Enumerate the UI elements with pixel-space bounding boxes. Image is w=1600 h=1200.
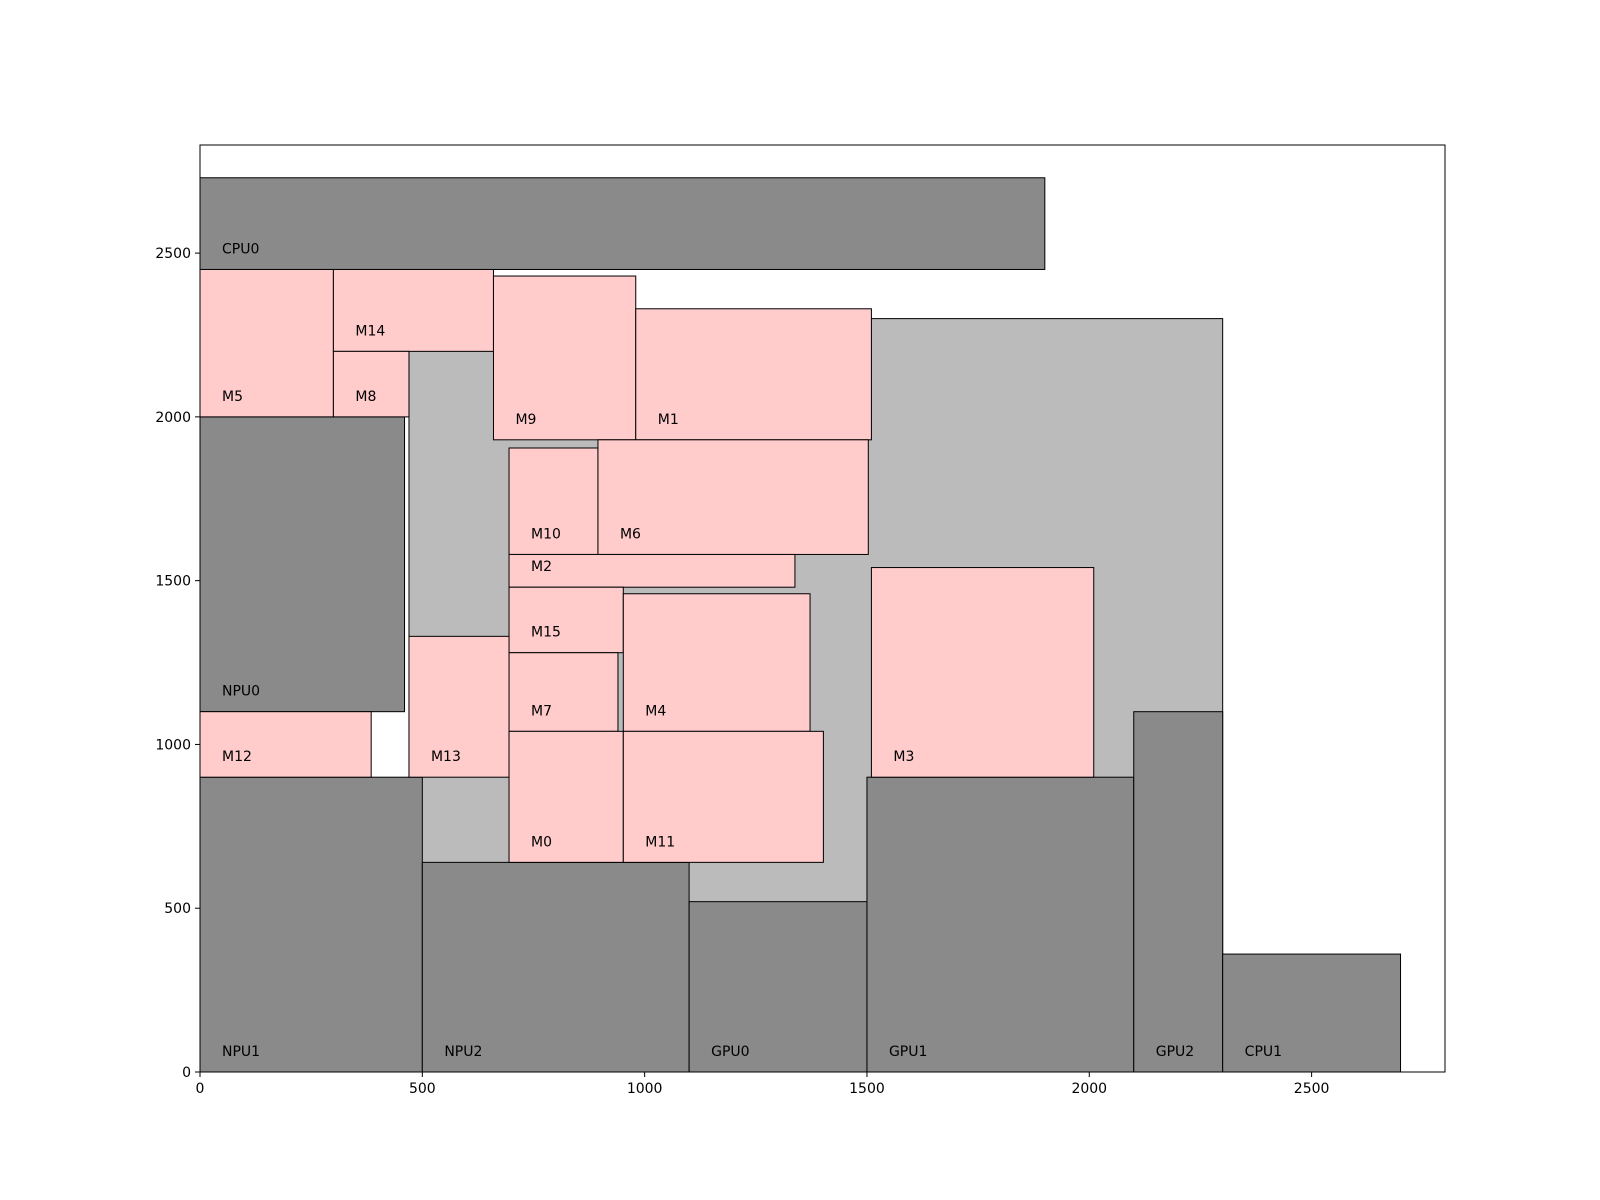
memory-block-m7 — [508, 652, 619, 732]
memory-block-m6 — [597, 439, 869, 555]
processor-layer — [199, 177, 1402, 1073]
block-label-m0: M0 — [531, 834, 552, 850]
block-label-gpu2: GPU2 — [1156, 1044, 1194, 1060]
memory-block-m10 — [508, 447, 599, 555]
block-label-m1: M1 — [658, 412, 679, 428]
x-tick-label: 2500 — [1294, 1081, 1330, 1097]
processor-block-npu1 — [199, 776, 423, 1073]
y-tick-label: 1500 — [155, 574, 191, 590]
memory-block-m3 — [870, 567, 1095, 778]
block-label-m9: M9 — [515, 412, 536, 428]
memory-layer — [199, 268, 1095, 863]
block-label-gpu0: GPU0 — [711, 1044, 749, 1060]
x-tick-label: 2000 — [1071, 1081, 1107, 1097]
memory-block-m13 — [408, 635, 510, 778]
memory-block-m8 — [332, 350, 410, 418]
y-tick-label: 2500 — [155, 246, 191, 262]
block-label-m6: M6 — [620, 526, 641, 542]
y-tick-label: 1000 — [155, 737, 191, 753]
processor-block-gpu0 — [688, 901, 868, 1073]
block-label-m4: M4 — [645, 703, 666, 719]
block-label-npu0: NPU0 — [222, 684, 260, 700]
processor-block-npu2 — [421, 861, 690, 1073]
memory-block-m9 — [492, 275, 637, 441]
block-label-npu2: NPU2 — [444, 1044, 482, 1060]
y-axis: 0 500 1000 1500 2000 2500 — [155, 246, 200, 1081]
x-tick-label: 0 — [196, 1081, 205, 1097]
memory-block-m11 — [622, 730, 824, 863]
x-tick-label: 1500 — [849, 1081, 885, 1097]
block-label-m2: M2 — [531, 559, 552, 575]
processor-block-gpu2 — [1133, 711, 1224, 1073]
x-axis: 0 500 1000 1500 2000 2500 — [196, 1072, 1330, 1097]
memory-block-m15 — [508, 586, 624, 654]
label-layer: CPU0 NPU0 NPU1 NPU2 GPU0 GPU1 GPU2 CPU1 M5 M14 M8 M… — [222, 241, 1282, 1060]
block-label-cpu0: CPU0 — [222, 241, 259, 257]
block-label-m13: M13 — [431, 749, 461, 765]
y-tick-label: 0 — [182, 1065, 191, 1081]
memory-block-m2 — [508, 553, 796, 588]
memory-block-m1 — [635, 308, 872, 441]
processor-block-gpu1 — [866, 776, 1135, 1073]
memory-block-m5 — [199, 268, 334, 418]
block-label-cpu1: CPU1 — [1245, 1044, 1282, 1060]
block-label-m12: M12 — [222, 749, 252, 765]
processor-block-cpu1 — [1222, 953, 1402, 1073]
plot-frame — [199, 144, 1446, 1073]
memory-block-m0 — [508, 730, 624, 863]
processor-block-npu0 — [199, 416, 406, 713]
memory-block-m12 — [199, 711, 372, 778]
block-label-m15: M15 — [531, 625, 561, 641]
block-label-npu1: NPU1 — [222, 1044, 260, 1060]
x-tick-label: 500 — [409, 1081, 436, 1097]
y-tick-label: 2000 — [155, 410, 191, 426]
block-label-m11: M11 — [645, 834, 675, 850]
block-label-m8: M8 — [355, 389, 376, 405]
block-label-m3: M3 — [893, 749, 914, 765]
block-label-m14: M14 — [355, 323, 385, 339]
x-tick-label: 1000 — [627, 1081, 663, 1097]
memory-block-m14 — [332, 268, 494, 352]
memory-block-m4 — [622, 593, 811, 732]
processor-block-cpu0 — [199, 177, 1046, 270]
y-tick-label: 500 — [164, 901, 191, 917]
block-label-m5: M5 — [222, 389, 243, 405]
block-label-gpu1: GPU1 — [889, 1044, 927, 1060]
block-label-m7: M7 — [531, 703, 552, 719]
block-label-m10: M10 — [531, 526, 561, 542]
